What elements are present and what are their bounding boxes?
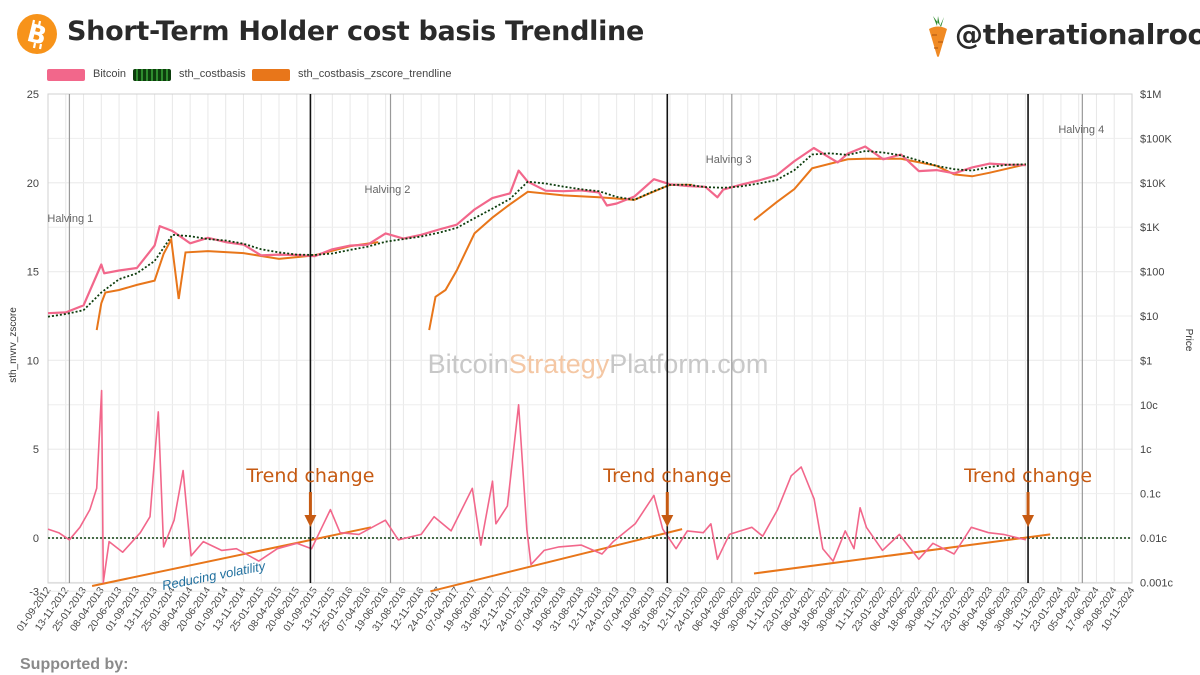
y-left-tick-label: 15 bbox=[27, 267, 39, 279]
watermark: BitcoinStrategyPlatform.com bbox=[428, 349, 769, 379]
y-right-tick-label: 0.01c bbox=[1140, 533, 1167, 545]
annotation-reducing-volatility: Reducing volatility bbox=[161, 558, 268, 593]
halving-label: Halving 1 bbox=[47, 213, 93, 225]
trend-change-label: Trend change bbox=[245, 465, 374, 487]
y-left-tick-label: 25 bbox=[27, 89, 39, 101]
volatility-trendline bbox=[91, 526, 372, 587]
y-left-tick-label: 10 bbox=[27, 355, 39, 367]
plot-frame bbox=[47, 93, 1133, 584]
y-right-tick-label: $1K bbox=[1140, 222, 1160, 234]
y-right-tick-label: $1 bbox=[1140, 355, 1152, 367]
y-right-tick-label: $100 bbox=[1140, 267, 1164, 279]
y-left-tick-label: 0 bbox=[33, 533, 39, 545]
legend-label-bitcoin: Bitcoin bbox=[93, 68, 127, 80]
y-right-tick-label: 0.1c bbox=[1140, 489, 1161, 501]
watermark-part2: Strategy bbox=[509, 349, 610, 379]
bitcoin-logo-icon: B bbox=[17, 14, 57, 54]
y-right-tick-label: 1c bbox=[1140, 444, 1152, 456]
y-right-tick-label: $10 bbox=[1140, 311, 1158, 323]
y-left-tick-label: 5 bbox=[33, 444, 39, 456]
legend-swatch-trendline bbox=[252, 69, 290, 81]
watermark-part1: Bitcoin bbox=[428, 349, 509, 379]
trend-change-label: Trend change bbox=[602, 465, 731, 487]
legend-swatch-bitcoin bbox=[47, 69, 85, 81]
legend-label-costbasis: sth_costbasis bbox=[179, 68, 246, 80]
watermark-part3: Platform.com bbox=[609, 349, 768, 379]
series-line-zscore bbox=[47, 389, 1027, 584]
author-handle: @therationalroot bbox=[955, 18, 1200, 51]
trend-change-arrow-head bbox=[1022, 515, 1035, 527]
halving-label: Halving 3 bbox=[706, 154, 752, 166]
header: B Short-Term Holder cost basis Trendline… bbox=[0, 0, 1200, 70]
y-left-tick-label: -3 bbox=[29, 586, 39, 598]
halving-label: Halving 4 bbox=[1058, 124, 1104, 136]
trend-change-arrow-head bbox=[661, 515, 674, 527]
y-axis-label-left: sth_mvrv_zscore bbox=[8, 307, 19, 383]
volatility-trendline bbox=[430, 528, 683, 593]
series-line-trendline bbox=[95, 236, 379, 331]
halving-label: Halving 2 bbox=[365, 184, 411, 196]
series-line-costbasis bbox=[47, 150, 1026, 318]
legend-swatch-costbasis bbox=[133, 69, 171, 81]
series-line-trendline bbox=[428, 183, 693, 331]
y-right-tick-label: 0.001c bbox=[1140, 577, 1174, 589]
y-right-tick-label: 10c bbox=[1140, 400, 1158, 412]
legend-label-trendline: sth_costbasis_zscore_trendline bbox=[298, 68, 452, 80]
volatility-trendline bbox=[753, 533, 1051, 575]
page-title: Short-Term Holder cost basis Trendline bbox=[67, 16, 644, 47]
y-right-tick-label: $10K bbox=[1140, 178, 1166, 190]
y-right-tick-label: $1M bbox=[1140, 89, 1161, 101]
y-axis-label-right: Price bbox=[1183, 329, 1194, 352]
y-left-tick-label: 20 bbox=[27, 178, 39, 190]
trend-change-arrow-head bbox=[304, 515, 317, 527]
y-right-tick-label: $100K bbox=[1140, 133, 1172, 145]
series-line-bitcoin bbox=[47, 145, 1026, 315]
supported-by-label: Supported by: bbox=[20, 656, 129, 673]
trend-change-label: Trend change bbox=[963, 465, 1092, 487]
carrot-icon bbox=[929, 16, 947, 57]
